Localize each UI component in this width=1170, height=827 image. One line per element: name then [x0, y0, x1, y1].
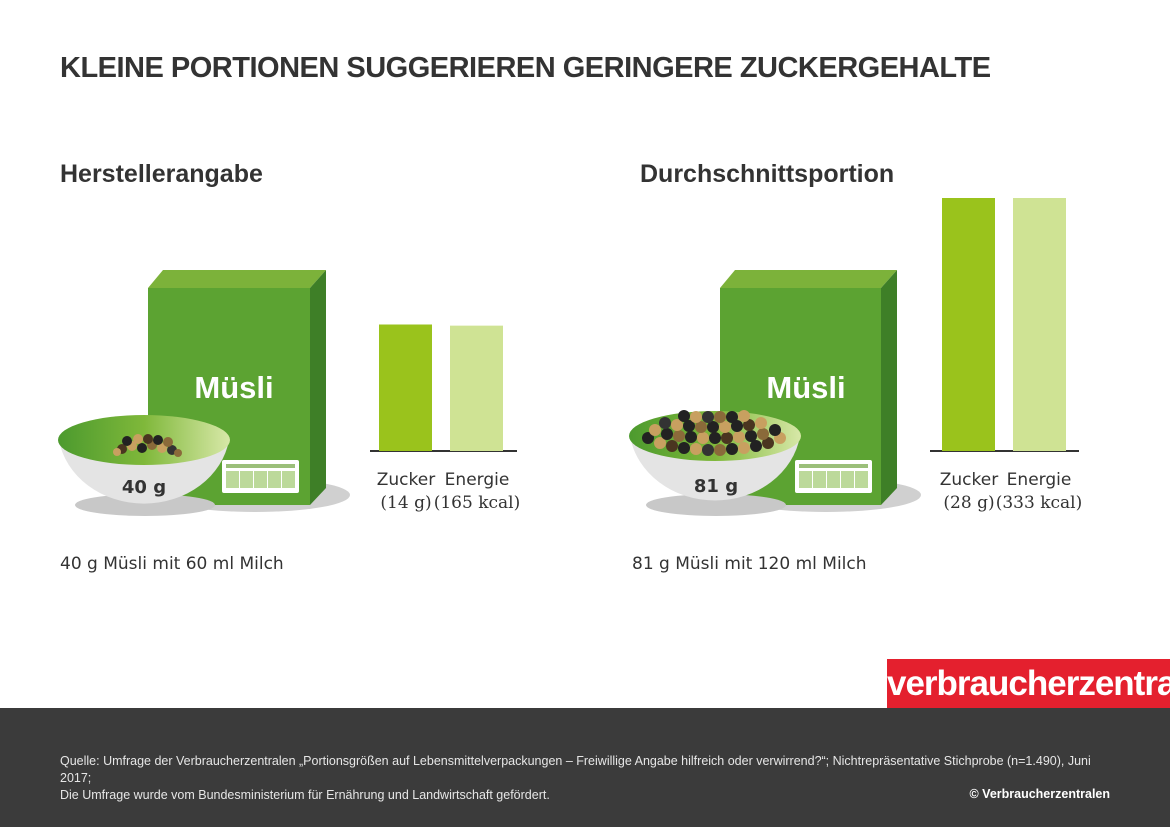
tick-label-energie: Energie [445, 470, 510, 490]
brand-logo: verbraucherzentrale [887, 659, 1170, 709]
bar-chart-average: Zucker Energie (28 g) (333 kcal) [930, 198, 1082, 513]
nutrition-label-icon [222, 460, 299, 493]
bar-zucker [942, 198, 995, 451]
caption-manufacturer: 40 g Müsli mit 60 ml Milch [60, 554, 284, 574]
bowl-label-1: 40 g [122, 477, 166, 498]
box-label-2: Müsli [766, 370, 845, 405]
page-title: KLEINE PORTIONEN SUGGERIEREN GERINGERE Z… [60, 52, 991, 84]
tick-label-energie: Energie [1007, 470, 1072, 490]
section-title-manufacturer: Herstellerangabe [60, 160, 263, 188]
muesli-pieces-1 [113, 434, 182, 457]
bar-chart-manufacturer: Zucker Energie (14 g) (165 kcal) [370, 324, 521, 513]
bar-energie [1013, 198, 1066, 451]
bar-energie [450, 325, 503, 451]
source-line-1: Quelle: Umfrage der Verbraucherzentralen… [60, 754, 1091, 785]
data-label-energie: (333 kcal) [996, 493, 1083, 513]
cereal-bowl-2: 81 g [629, 410, 801, 516]
data-label-zucker: (28 g) [943, 493, 994, 513]
bar-zucker [379, 324, 432, 451]
tick-label-zucker: Zucker [940, 470, 998, 490]
data-label-zucker: (14 g) [380, 493, 431, 513]
nutrition-label-icon [795, 460, 872, 493]
box-label-1: Müsli [194, 370, 273, 405]
caption-average: 81 g Müsli mit 120 ml Milch [632, 554, 867, 574]
tick-label-zucker: Zucker [377, 470, 435, 490]
muesli-pieces-2 [642, 410, 786, 456]
source-line-2: Die Umfrage wurde vom Bundesministerium … [60, 788, 550, 802]
data-label-energie: (165 kcal) [434, 493, 521, 513]
section-title-average: Durchschnittsportion [640, 160, 895, 188]
bowl-label-2: 81 g [694, 476, 738, 497]
source-note: Quelle: Umfrage der Verbraucherzentralen… [60, 753, 1120, 804]
copyright: © Verbraucherzentralen [969, 787, 1110, 801]
cereal-bowl-1: 40 g [58, 415, 230, 516]
footer: Quelle: Umfrage der Verbraucherzentralen… [0, 708, 1170, 827]
